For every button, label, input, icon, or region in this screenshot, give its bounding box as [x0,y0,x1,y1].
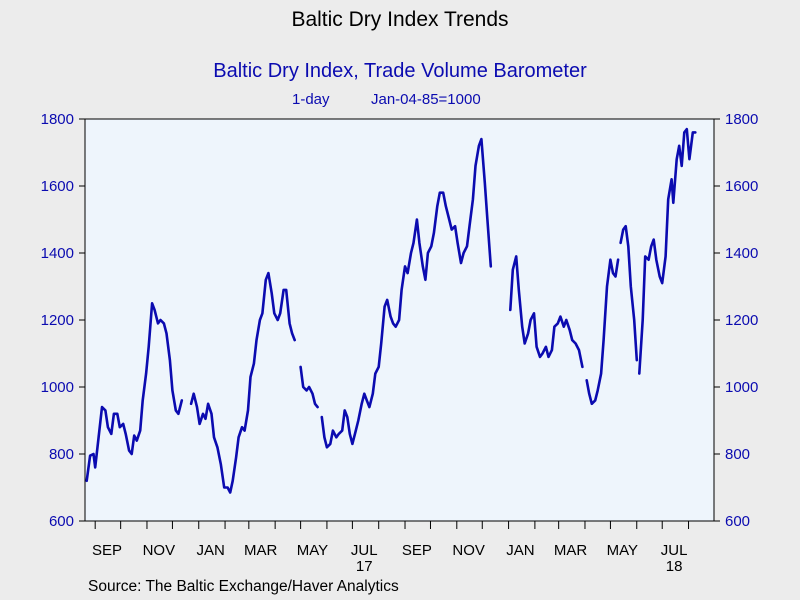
x-tick-label: MAY [607,542,638,559]
x-tick-label: JUL [661,542,688,559]
y-tick-label-right: 1200 [725,312,758,329]
source-note: Source: The Baltic Exchange/Haver Analyt… [88,578,399,595]
series-line [189,271,296,494]
y-tick-label-right: 1000 [725,379,758,396]
series-line [619,224,639,362]
x-tick-label: NOV [143,542,176,559]
y-tick-label-left: 800 [49,446,74,463]
y-tick-label-left: 1400 [41,245,74,262]
y-tick-label-left: 600 [49,513,74,530]
x-tick-label: SEP [402,542,432,559]
subtitle-frequency: 1-day [292,91,330,108]
chart-title: Baltic Dry Index, Trade Volume Barometer [213,60,587,82]
y-tick-label-right: 1600 [725,178,758,195]
series-line [638,127,697,375]
y-tick-label-left: 1800 [41,111,74,128]
y-tick-label-right: 600 [725,513,750,530]
page-title: Baltic Dry Index Trends [291,8,509,31]
x-tick-label: JAN [506,542,534,559]
x-tick-label: SEP [92,542,122,559]
series-line [320,137,493,449]
series-line [85,302,184,483]
y-tick-label-left: 1600 [41,178,74,195]
y-tick-label-left: 1000 [41,379,74,396]
subtitle-base: Jan-04-85=1000 [371,91,481,108]
x-tick-label: NOV [452,542,485,559]
series-line [299,365,319,409]
series-line [585,258,620,406]
y-tick-label-right: 1400 [725,245,758,262]
x-tick-label: MAY [297,542,328,559]
x-year-label: 17 [356,558,373,575]
y-tick-label-left: 1200 [41,312,74,329]
x-tick-label: MAR [554,542,588,559]
y-tick-label-right: 1800 [725,111,758,128]
y-tick-label-right: 800 [725,446,750,463]
x-tick-label: JUL [351,542,378,559]
x-tick-label: MAR [244,542,278,559]
x-tick-label: JAN [196,542,224,559]
x-year-label: 18 [666,558,683,575]
series-line [509,255,584,369]
